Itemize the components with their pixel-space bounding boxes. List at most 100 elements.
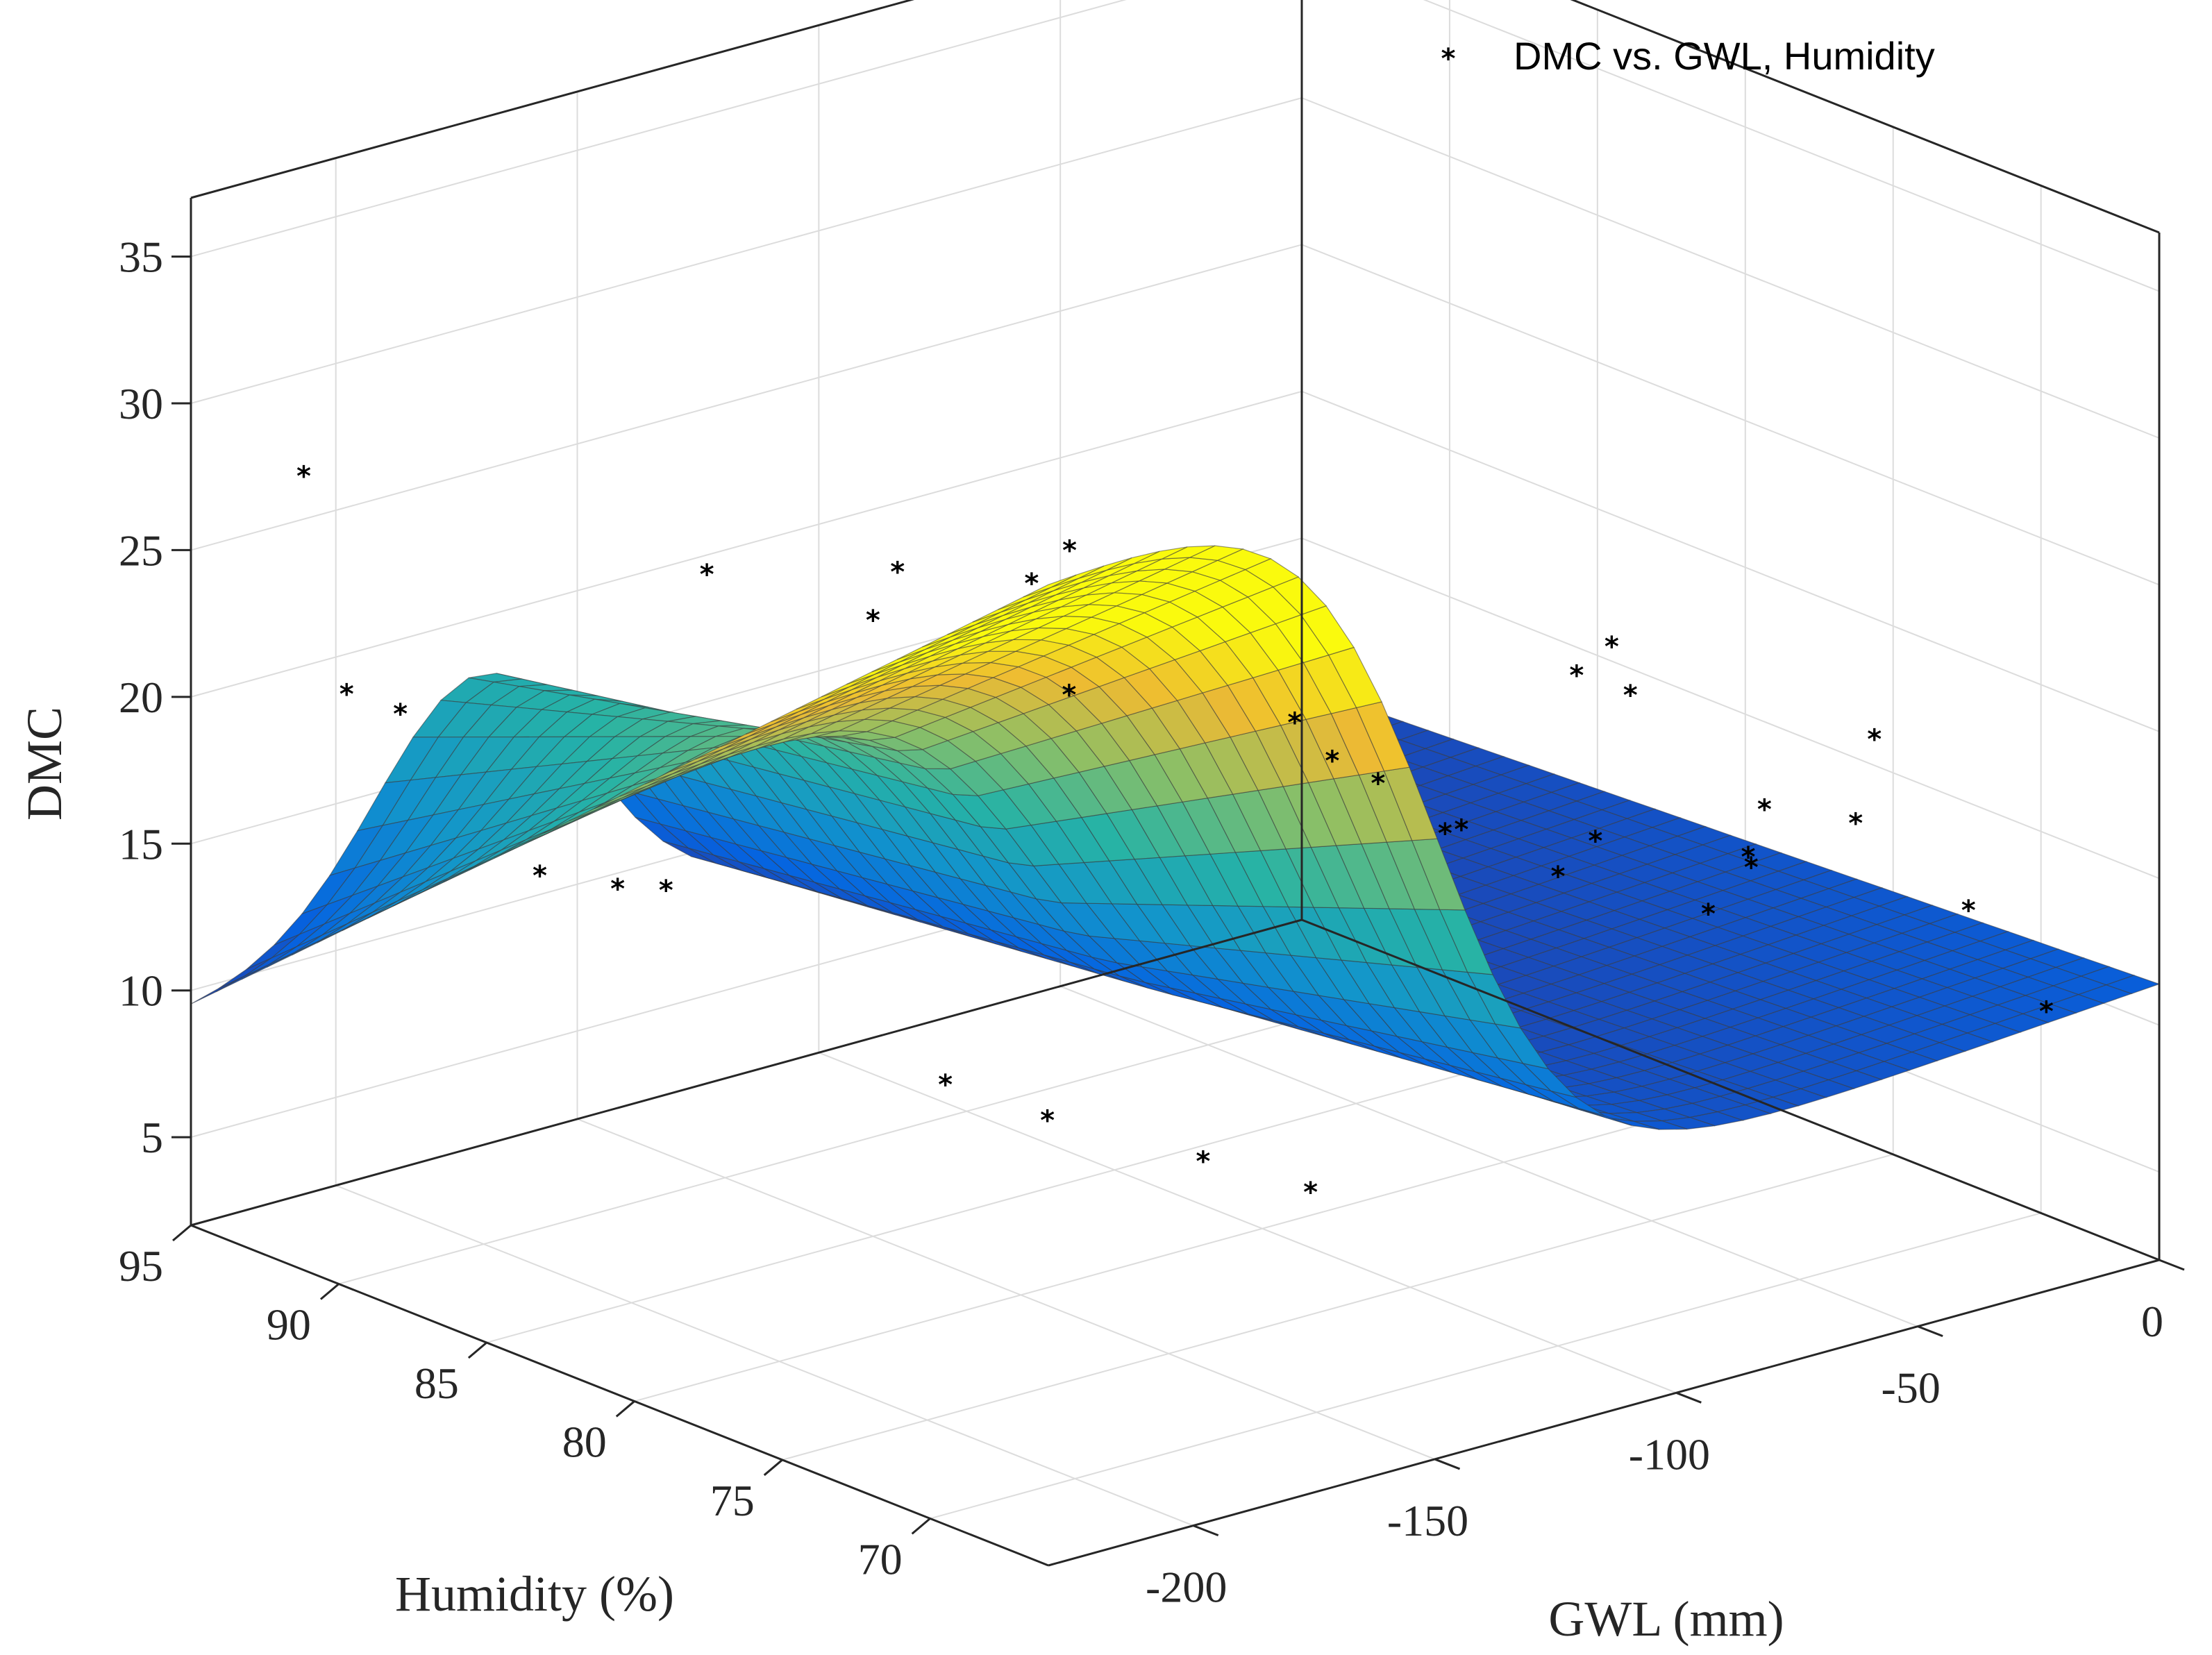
data-point: * [1568,660,1585,691]
data-point: * [1866,724,1883,756]
x-tick-label: 0 [2141,1297,2163,1346]
data-point: * [1324,745,1341,777]
data-point: * [1550,861,1566,893]
x-tick-label: -150 [1387,1496,1468,1545]
data-point: * [532,860,548,892]
data-point: * [1960,895,1977,927]
data-point: * [937,1069,954,1101]
grid-line [190,97,1302,404]
grid-line [1301,244,2160,586]
z-tick-label: 20 [119,673,163,722]
z-tick-label: 30 [119,379,163,428]
grid-line [1301,97,2160,439]
grid-line [190,390,1302,698]
x-tick [2159,1259,2185,1271]
grid-line [1059,985,1918,1327]
grid-line [335,1184,1194,1527]
y-tick [615,1400,635,1418]
x-tick [1434,1458,1461,1470]
data-point: * [295,461,312,493]
data-point: * [1195,1146,1212,1178]
grid-line [1423,0,2160,292]
x-tick-label: -50 [1882,1363,1941,1413]
surface-layer [190,545,2161,1130]
data-point: * [338,678,355,710]
grid-line [818,1052,1677,1394]
axis-frame-line [190,1224,1049,1567]
grid-line [782,1153,1893,1461]
tick-layer: 5 10 15 20 25 30 35 -200 -150 -100 -50 0 70 75 80 85 90 9… [119,233,2185,1612]
y-tick-label: 75 [710,1476,755,1525]
z-tick-label: 35 [119,233,163,282]
y-tick-label: 70 [858,1534,903,1583]
x-tick-label: -100 [1629,1429,1710,1479]
frame-layer [190,0,2161,1567]
data-point: * [1061,680,1078,712]
data-point: * [889,557,906,589]
grid-line [486,1036,1598,1343]
surface-patch [218,957,272,989]
y-tick [172,1224,192,1242]
data-point: * [1622,680,1639,712]
data-point: * [657,875,674,907]
x-axis-title: GWL (mm) [1548,1591,1784,1647]
y-tick [911,1518,931,1535]
data-point: * [1740,841,1757,873]
data-point: * [864,605,881,637]
data-point: * [1302,1177,1319,1209]
data-point: * [1023,568,1040,600]
data-point: * [1756,793,1773,825]
y-tick-label: 95 [119,1241,163,1291]
legend-label: DMC vs. GWL, Humidity [1514,34,1935,78]
data-point: * [1743,852,1759,884]
z-tick-label: 15 [119,819,163,868]
data-point: * [1603,631,1620,663]
legend: * DMC vs. GWL, Humidity [1440,34,1935,78]
y-tick-label: 90 [267,1300,311,1349]
data-point: * [1370,768,1386,800]
grid-line [338,977,1450,1285]
axis-frame-line [190,0,915,199]
grid-line [634,1095,1746,1402]
grid-line [190,0,1127,258]
data-point: * [1039,1105,1056,1137]
data-point: * [1287,707,1303,739]
axis-frame-line [190,918,1302,1227]
grid-line [1301,537,2160,880]
data-point: * [1453,814,1470,846]
data-point: * [392,698,409,730]
x-tick [1193,1524,1219,1537]
data-point: * [2038,996,2054,1028]
x-tick-label: -200 [1146,1563,1227,1612]
surface-patch [1023,574,1077,598]
y-tick-label: 80 [562,1417,607,1466]
z-axis-title: DMC [17,707,72,821]
y-tick-label: 85 [414,1359,459,1408]
points-layer: ** ************************** * ***** [295,461,2054,1209]
grid-line [930,1212,2041,1520]
grid-line [190,244,1302,551]
axis-frame-line [1048,1259,2160,1567]
y-axis-title: Humidity (%) [395,1566,674,1622]
data-point: * [698,559,715,591]
axis-frame-line [1570,0,2160,234]
data-point: * [1847,807,1864,839]
z-tick-label: 25 [119,526,163,575]
x-tick [1917,1325,1943,1338]
x-tick [1675,1391,1702,1404]
legend-marker-icon: * [1440,43,1457,75]
y-tick [467,1341,487,1359]
z-tick-label: 5 [141,1113,163,1162]
y-tick [319,1283,340,1300]
data-point: * [1062,535,1078,567]
data-point: * [1436,818,1453,850]
z-tick-label: 10 [119,966,163,1016]
axis-frame-line [1301,918,2160,1261]
y-tick [763,1459,783,1477]
data-point: * [1587,825,1604,857]
grid-line [577,1118,1435,1460]
data-point: * [610,873,626,905]
grid-line [1301,390,2160,732]
